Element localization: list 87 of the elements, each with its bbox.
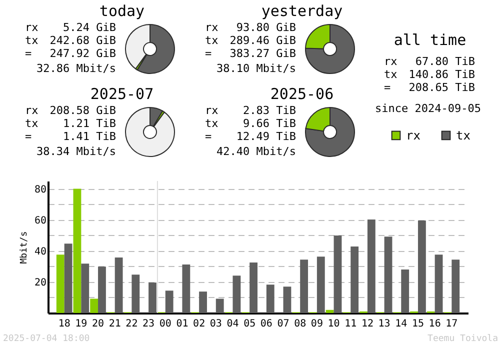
bar [165, 290, 174, 313]
bar [90, 298, 98, 313]
x-tick-label: 16 [428, 318, 441, 330]
text: since 2024-09-05 [374, 102, 482, 115]
bar [81, 264, 90, 313]
x-tick-label: 22 [126, 318, 138, 330]
bar [326, 310, 334, 313]
text: tx 140.86 TiB [383, 68, 475, 81]
text: 38.10 Mbit/s [216, 62, 296, 75]
bar [132, 274, 140, 313]
y-tick-label: 60 [34, 215, 46, 226]
chart-title: yesterday [260, 2, 344, 20]
x-tick-label: 14 [395, 318, 408, 330]
x-tick-label: 02 [193, 318, 206, 330]
chart-title: 2025-07 [89, 85, 155, 103]
text: rx 2.83 TiB [205, 104, 296, 117]
bar [334, 236, 342, 313]
text: = 1.41 TiB [25, 130, 116, 143]
chart-title: 2025-06 [269, 85, 335, 103]
donut-slice [125, 107, 175, 157]
text: tx 9.66 TiB [205, 117, 296, 130]
x-tick-label: 18 [58, 318, 70, 330]
bar [283, 286, 292, 313]
bar [98, 266, 106, 313]
text: = 247.92 GiB [25, 47, 116, 60]
bar [232, 276, 241, 313]
x-tick-label: 01 [176, 318, 188, 330]
x-tick-label: 09 [310, 318, 323, 330]
bar [367, 220, 376, 313]
legend-label: tx [456, 128, 470, 142]
y-tick-label: 80 [34, 184, 46, 196]
x-tick-label: 20 [92, 318, 104, 330]
bar [401, 270, 410, 313]
x-tick-label: 06 [260, 318, 272, 330]
text: all time [392, 31, 468, 49]
bar [452, 260, 460, 313]
bar [114, 258, 123, 313]
text: 42.40 Mbit/s [216, 145, 296, 158]
x-tick-label: 21 [108, 318, 121, 330]
bar [148, 282, 156, 313]
y-tick-label: 20 [34, 277, 46, 288]
text: 32.86 Mbit/s [36, 62, 116, 75]
x-tick-label: 10 [328, 318, 340, 330]
donut-slice [305, 24, 355, 74]
text: rx 208.58 GiB [24, 104, 116, 117]
text: rx 5.24 GiB [25, 21, 116, 34]
text: rx 67.80 TiB [384, 55, 475, 68]
bar [216, 298, 224, 313]
y-tick-label: 40 [34, 246, 46, 258]
bar [56, 254, 64, 313]
bar [64, 244, 72, 313]
x-tick-label: 03 [210, 318, 222, 330]
text: = 208.65 TiB [384, 81, 475, 94]
x-tick-label: 13 [378, 318, 390, 330]
text: tx 242.68 GiB [24, 34, 116, 47]
x-tick-label: 15 [412, 318, 424, 330]
text: = 12.49 TiB [205, 130, 296, 143]
x-tick-label: 00 [159, 318, 172, 330]
x-tick-label: 04 [226, 318, 239, 330]
x-tick-label: 12 [361, 318, 374, 330]
bar [266, 284, 274, 313]
text: 38.34 Mbit/s [36, 145, 116, 158]
x-tick-label: 07 [277, 318, 290, 330]
bar [182, 264, 190, 313]
x-tick-label: 19 [75, 318, 88, 330]
legend-label: rx [406, 128, 420, 142]
bar [199, 292, 207, 313]
bar [300, 260, 308, 313]
text: rx 93.80 GiB [205, 21, 296, 34]
y-axis-title: Mbit/s [19, 231, 30, 264]
donut-slice [305, 107, 355, 157]
x-tick-label: 05 [244, 318, 256, 330]
chart-title: today [98, 2, 146, 20]
text: tx 1.21 TiB [25, 117, 116, 130]
bar [418, 220, 426, 313]
bar [350, 246, 359, 313]
text: tx 289.46 GiB [204, 34, 296, 47]
x-tick-label: 17 [446, 318, 458, 330]
text: = 383.27 GiB [205, 47, 296, 60]
x-tick-label: 11 [344, 318, 357, 330]
x-tick-label: 23 [142, 318, 155, 330]
bar [73, 188, 82, 313]
bar [250, 262, 258, 313]
bar [384, 236, 392, 313]
bar [316, 256, 325, 313]
x-tick-label: 08 [294, 318, 306, 330]
bar [434, 254, 443, 313]
